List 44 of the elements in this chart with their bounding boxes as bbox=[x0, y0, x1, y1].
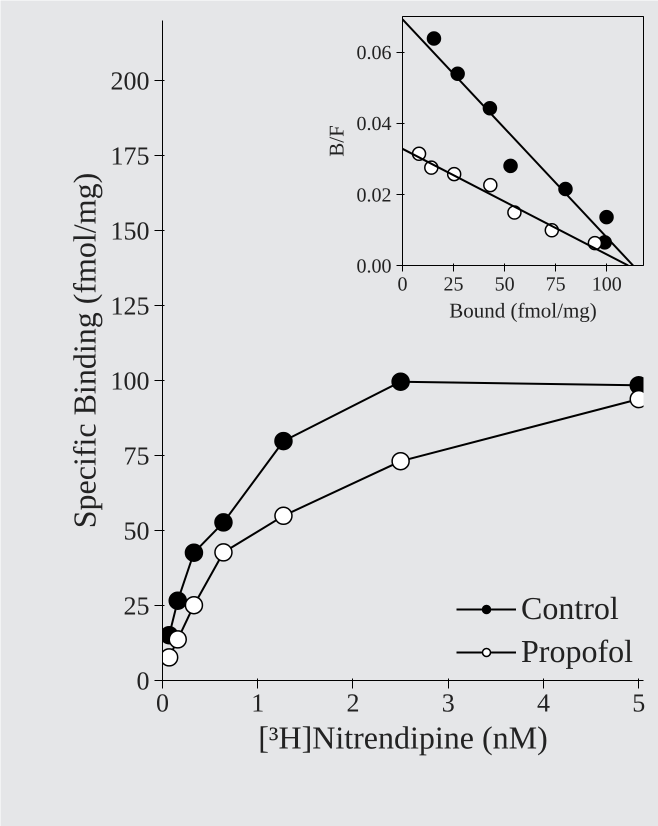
x-tick-label: 0 bbox=[398, 274, 408, 296]
y-axis-title: B/F bbox=[324, 125, 348, 157]
y-axis-title: Specific Binding (fmol/mg) bbox=[66, 172, 102, 528]
y-tick-label: 200 bbox=[110, 66, 150, 96]
x-axis-title: [³H]Nitrendipine (nM) bbox=[258, 720, 548, 756]
point bbox=[391, 452, 410, 470]
x-tick-label: 1 bbox=[251, 688, 264, 718]
point bbox=[274, 506, 293, 526]
point bbox=[426, 31, 442, 46]
y-tick-label: 50 bbox=[124, 516, 150, 546]
point bbox=[503, 158, 518, 174]
point bbox=[483, 178, 498, 192]
y-tick-label: 75 bbox=[124, 442, 150, 470]
point bbox=[184, 596, 204, 614]
y-tick-label: 25 bbox=[124, 592, 150, 620]
point bbox=[274, 432, 293, 450]
y-tick-label: 150 bbox=[110, 216, 150, 246]
x-axis-title: Bound (fmol/mg) bbox=[449, 298, 597, 322]
point bbox=[168, 591, 187, 610]
point bbox=[168, 630, 187, 649]
point bbox=[184, 543, 204, 562]
y-tick-label: 0.00 bbox=[356, 256, 392, 278]
legend-label: Propofol bbox=[521, 633, 633, 670]
x-tick-label: 50 bbox=[494, 274, 515, 296]
y-tick-label: 0.06 bbox=[356, 42, 392, 64]
x-tick-label: 5 bbox=[632, 688, 646, 718]
point bbox=[214, 543, 233, 562]
legend-label: Control bbox=[521, 590, 619, 627]
y-tick-label: 0.04 bbox=[356, 113, 392, 136]
x-tick-label: 25 bbox=[444, 274, 464, 296]
y-tick-label: 100 bbox=[110, 366, 150, 396]
y-tick-label: 0 bbox=[136, 666, 150, 696]
y-tick-label: 175 bbox=[110, 142, 150, 170]
point bbox=[214, 513, 233, 532]
x-tick-label: 2 bbox=[346, 688, 360, 718]
y-tick-label: 125 bbox=[110, 292, 150, 320]
point bbox=[391, 372, 410, 391]
y-tick-label: 0.02 bbox=[356, 184, 392, 206]
x-tick-label: 100 bbox=[592, 274, 622, 296]
x-tick-label: 0 bbox=[156, 688, 169, 718]
x-tick-label: 75 bbox=[546, 274, 566, 296]
point bbox=[599, 210, 614, 224]
x-tick-label: 3 bbox=[442, 688, 455, 718]
x-tick-label: 4 bbox=[536, 688, 550, 718]
